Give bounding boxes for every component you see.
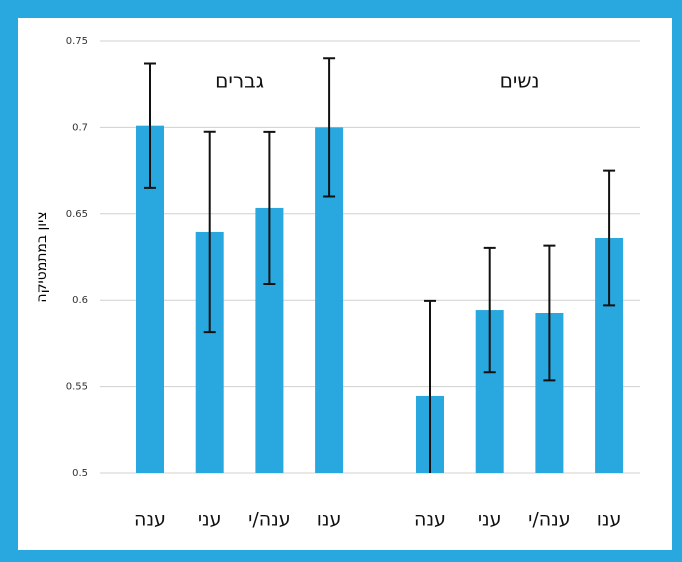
error-bar: [144, 62, 156, 189]
error-bar: [483, 246, 496, 374]
y-tick-label: 0.6: [72, 295, 88, 306]
error-bar: [424, 299, 436, 473]
y-tick-label: 0.75: [66, 36, 88, 47]
x-tick-label: ענו: [317, 509, 342, 531]
y-tick-label: 0.5: [72, 468, 88, 479]
y-axis-label: ציון במתמטיקה: [34, 211, 50, 302]
x-tick-label: ענה/י: [528, 509, 571, 531]
x-tick-label: ענה/י: [248, 509, 291, 531]
x-tick-label: עני: [478, 509, 502, 531]
x-tick-label: עני: [198, 509, 222, 531]
error-bar: [323, 57, 336, 198]
y-tick-label: 0.55: [66, 382, 88, 393]
group-label: גברים: [215, 69, 264, 93]
x-tick-label: ענה: [414, 509, 446, 531]
error-bar: [543, 244, 556, 382]
y-tick-label: 0.7: [72, 122, 88, 133]
error-bar: [263, 130, 276, 285]
x-tick-label: ענו: [597, 509, 622, 531]
error-bar: [203, 130, 216, 334]
group-label: נשים: [500, 69, 540, 93]
y-tick-label: 0.65: [66, 209, 88, 220]
panel: [18, 18, 672, 550]
error-bar: [603, 169, 616, 307]
x-tick-label: ענה: [134, 509, 166, 531]
